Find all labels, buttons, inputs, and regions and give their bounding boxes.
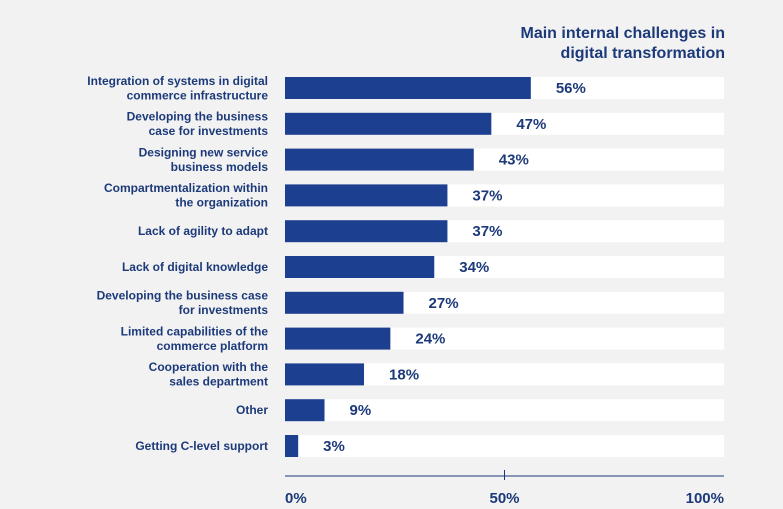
value-label: 43%: [499, 152, 529, 169]
category-label: Getting C-level support: [135, 439, 268, 453]
value-label: 37%: [472, 187, 502, 204]
value-label: 24%: [415, 331, 445, 348]
x-tick-label: 100%: [686, 490, 724, 507]
category-label: sales department: [169, 375, 268, 389]
bar: [285, 112, 492, 135]
category-label: Limited capabilities of the: [121, 324, 269, 338]
bar: [285, 327, 391, 350]
category-label: for investments: [179, 303, 269, 317]
bar: [285, 256, 435, 278]
bar-track: [285, 399, 724, 422]
bar: [285, 435, 299, 457]
category-label: Integration of systems in digital: [87, 74, 268, 88]
bar: [285, 77, 531, 99]
category-label: Developing the business case: [97, 289, 269, 303]
category-label: business models: [171, 160, 269, 174]
value-label: 9%: [350, 402, 372, 419]
category-label: Compartmentalization within: [104, 181, 268, 195]
category-label: commerce platform: [157, 339, 268, 353]
bar-track: [285, 363, 724, 386]
value-label: 27%: [429, 295, 459, 312]
category-label: Other: [236, 403, 268, 417]
x-tick-label: 50%: [489, 490, 519, 507]
value-label: 37%: [472, 223, 502, 240]
bar: [285, 184, 448, 207]
bar: [285, 291, 404, 314]
value-label: 3%: [323, 438, 345, 455]
chart-title: Main internal challenges in digital tran…: [405, 24, 726, 64]
category-label: commerce infrastructure: [127, 88, 269, 102]
chart-title-line-1: Main internal challenges in: [520, 25, 726, 42]
category-label: Cooperation with the: [149, 360, 269, 374]
bar: [285, 399, 325, 422]
chart-title-line-2: digital transformation: [560, 45, 725, 62]
value-label: 56%: [556, 80, 586, 97]
category-label: Designing new service: [139, 145, 269, 159]
x-tick-label: 0%: [285, 490, 307, 507]
category-label: Lack of agility to adapt: [138, 224, 268, 238]
bar: [285, 363, 365, 386]
category-label: Developing the business: [127, 110, 269, 124]
value-label: 47%: [516, 116, 546, 133]
category-label: Lack of digital knowledge: [122, 260, 268, 274]
value-label: 34%: [459, 259, 489, 276]
bar: [285, 148, 474, 171]
category-label: case for investments: [149, 124, 269, 138]
bar: [285, 220, 448, 243]
bar-track: [285, 327, 724, 350]
bar-track: [285, 435, 724, 457]
category-label: the organization: [175, 196, 268, 210]
value-label: 18%: [389, 366, 419, 383]
